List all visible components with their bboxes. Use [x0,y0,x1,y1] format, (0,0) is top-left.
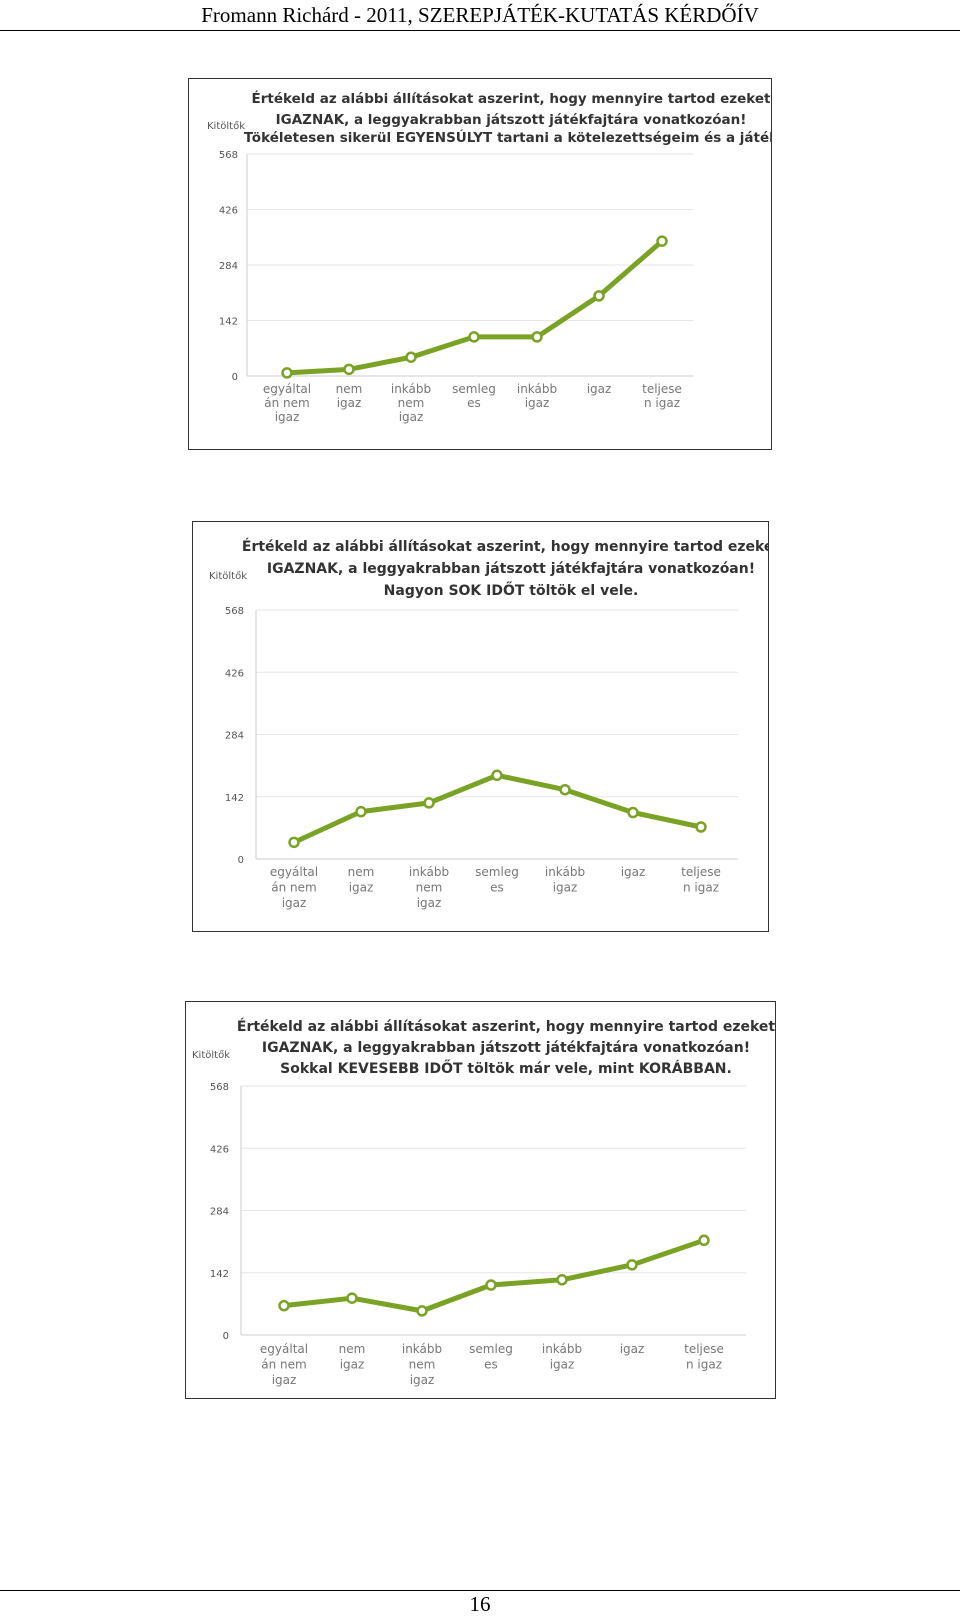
x-category-label: nem igaz [348,865,375,895]
y-tick-label: 568 [225,606,244,617]
chart-title-line: Értékeld az alábbi állításokat aszerint,… [242,538,768,555]
chart-less-time: Értékeld az alábbi állításokat aszerint,… [185,1001,776,1399]
y-axis-label: Kitöltők [209,570,247,582]
x-category-label: teljese n igaz [642,382,682,410]
series-line [284,238,665,376]
y-tick-label: 284 [225,731,244,742]
y-axis-label: Kitöltők [192,1049,230,1061]
x-category-label: semleg es [469,1342,513,1372]
data-point[interactable] [491,769,503,782]
x-category-label: inkább nem igaz [409,865,449,910]
y-tick-label: 426 [219,206,238,217]
data-point[interactable] [468,331,480,343]
x-category-label: igaz [620,1342,645,1356]
data-point[interactable] [656,235,668,247]
y-tick-label: 284 [219,261,238,272]
chart-title-line: Értékeld az alábbi állításokat aszerint,… [237,1018,775,1035]
x-category-label: semleg es [475,865,519,895]
page-header: Fromann Richárd - 2011, SZEREPJÁTÉK-KUTA… [0,0,960,31]
data-point[interactable] [559,783,571,796]
data-point[interactable] [556,1274,568,1286]
data-point[interactable] [626,1259,638,1271]
x-category-label: teljese n igaz [684,1342,724,1372]
x-category-label: igaz [587,382,612,396]
y-tick-label: 0 [232,372,238,383]
chart-much-time: Értékeld az alábbi állításokat aszerint,… [192,521,769,932]
chart-title-line: Értékeld az alábbi állításokat aszerint,… [251,90,771,107]
data-point[interactable] [593,290,605,302]
data-point[interactable] [355,805,367,818]
y-tick-label: 142 [225,793,244,804]
page-number: 16 [469,1592,491,1616]
chart-title-line: Nagyon SOK IDŐT töltök el vele. [384,581,639,599]
y-tick-label: 426 [210,1144,229,1155]
y-axis-label: Kitöltők [207,120,245,132]
chart-svg: Értékeld az alábbi állításokat aszerint,… [207,90,771,424]
data-point[interactable] [278,1299,290,1312]
x-category-label: inkább igaz [517,382,557,410]
data-point[interactable] [416,1305,428,1317]
data-point[interactable] [695,821,707,833]
y-tick-label: 284 [210,1207,229,1218]
x-category-label: nem igaz [336,382,363,410]
y-tick-label: 142 [219,317,238,328]
data-point[interactable] [698,1234,710,1247]
data-point[interactable] [288,836,300,849]
x-category-label: igaz [621,865,646,879]
data-point[interactable] [281,367,293,379]
chart-title-line: Tökéletesen sikerül EGYENSÚLYT tartani a… [244,128,771,146]
chart-svg: Értékeld az alábbi állításokat aszerint,… [192,1018,775,1387]
x-category-label: egyáltal án nem igaz [270,865,318,910]
data-point[interactable] [627,806,639,819]
x-category-label: egyáltal án nem igaz [260,1342,308,1387]
y-tick-label: 568 [219,150,238,161]
y-tick-label: 0 [238,855,244,866]
chart-title-line: IGAZNAK, a leggyakrabban játszott játékf… [276,112,747,128]
chart-balance: Értékeld az alábbi állításokat aszerint,… [188,78,772,450]
y-tick-label: 0 [223,1331,229,1342]
chart-title-line: IGAZNAK, a leggyakrabban játszott játékf… [267,561,755,577]
data-point[interactable] [423,797,435,809]
header-title: Fromann Richárd - 2011, SZEREPJÁTÉK-KUTA… [201,3,759,27]
chart-title-line: IGAZNAK, a leggyakrabban játszott játékf… [262,1040,750,1056]
chart-svg: Értékeld az alábbi állításokat aszerint,… [209,538,768,910]
data-point[interactable] [346,1292,358,1304]
y-tick-label: 568 [210,1082,229,1093]
data-point[interactable] [343,363,355,376]
y-tick-label: 426 [225,668,244,679]
x-category-label: inkább nem igaz [402,1342,442,1387]
x-category-label: inkább nem igaz [391,382,431,424]
x-category-label: semleg es [452,382,496,410]
data-point[interactable] [485,1279,497,1291]
y-tick-label: 142 [210,1269,229,1280]
data-point[interactable] [405,351,417,363]
chart-title-line: Sokkal KEVESEBB IDŐT töltök már vele, mi… [280,1059,732,1077]
series-line [291,772,704,845]
data-point[interactable] [531,331,543,343]
x-category-label: nem igaz [339,1342,366,1372]
x-category-label: inkább igaz [545,865,585,895]
page-footer: 16 [0,1590,960,1616]
x-category-label: egyáltal án nem igaz [263,382,311,424]
x-category-label: teljese n igaz [681,865,721,895]
x-category-label: inkább igaz [542,1342,582,1372]
